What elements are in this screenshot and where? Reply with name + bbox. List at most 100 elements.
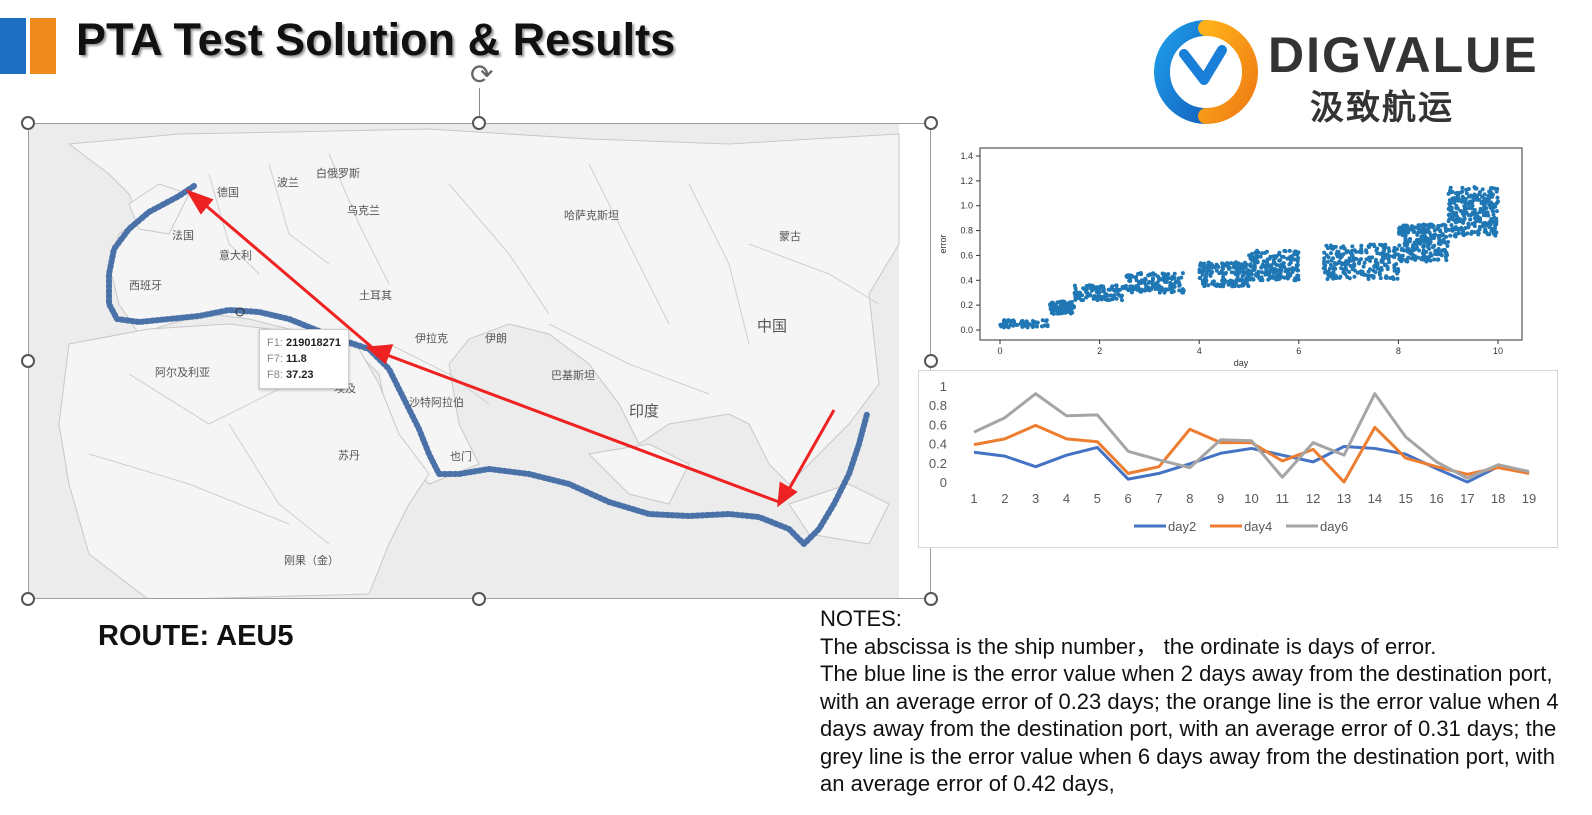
scatter-point xyxy=(1331,265,1336,270)
scatter-point xyxy=(1477,210,1482,215)
scatter-point xyxy=(1248,262,1253,267)
scatter-point xyxy=(1373,257,1378,262)
scatter-point xyxy=(1356,261,1361,266)
scatter-point xyxy=(1159,287,1164,292)
scatter-point xyxy=(1244,276,1249,281)
scatter-point xyxy=(1411,229,1416,234)
scatter-point xyxy=(1056,307,1061,312)
scatter-point xyxy=(1072,283,1077,288)
scatter-point xyxy=(1387,254,1392,259)
scatter-point xyxy=(1180,271,1185,276)
scatter-point xyxy=(1448,206,1453,211)
scatter-point xyxy=(1436,223,1441,228)
resize-handle-top-right[interactable] xyxy=(924,116,938,130)
scatter-point xyxy=(1463,204,1468,209)
line-x-tick: 1 xyxy=(970,491,977,506)
scatter-point xyxy=(1340,252,1345,257)
scatter-y-tick: 0.6 xyxy=(960,250,973,260)
scatter-point xyxy=(1253,255,1258,260)
resize-handle-left[interactable] xyxy=(21,354,35,368)
scatter-point xyxy=(1446,227,1451,232)
scatter-point xyxy=(1280,254,1285,259)
scatter-point xyxy=(1367,244,1372,249)
scatter-point xyxy=(1025,325,1030,330)
scatter-point xyxy=(1229,278,1234,283)
scatter-point xyxy=(1089,288,1094,293)
scatter-point xyxy=(1387,260,1392,265)
scatter-point xyxy=(1375,251,1380,256)
tooltip-row: F1: 219018271 xyxy=(267,337,342,349)
scatter-point xyxy=(1020,322,1025,327)
scatter-point xyxy=(1397,231,1402,236)
scatter-point xyxy=(1002,325,1007,330)
resize-handle-bottom[interactable] xyxy=(472,592,486,606)
scatter-point xyxy=(1245,281,1250,286)
scatter-point xyxy=(1394,262,1399,267)
scatter-point xyxy=(1409,248,1414,253)
scatter-point xyxy=(1234,280,1239,285)
line-x-tick: 19 xyxy=(1522,491,1536,506)
scatter-point xyxy=(1464,191,1469,196)
scatter-point xyxy=(1229,270,1234,275)
scatter-point xyxy=(1166,272,1171,277)
scatter-point xyxy=(1404,223,1409,228)
scatter-point xyxy=(1460,194,1465,199)
scatter-point xyxy=(1249,255,1254,260)
scatter-point xyxy=(1051,303,1056,308)
scatter-point xyxy=(1445,244,1450,249)
resize-handle-bottom-right[interactable] xyxy=(924,592,938,606)
scatter-point xyxy=(1436,241,1441,246)
resize-handle-top-left[interactable] xyxy=(21,116,35,130)
scatter-point xyxy=(1433,232,1438,237)
line-y-tick: 1 xyxy=(940,379,947,394)
scatter-point xyxy=(1278,271,1283,276)
scatter-point xyxy=(1227,265,1232,270)
scatter-x-tick: 10 xyxy=(1493,346,1503,356)
scatter-point xyxy=(1115,291,1120,296)
scatter-point xyxy=(1473,212,1478,217)
scatter-point xyxy=(1288,255,1293,260)
scatter-point xyxy=(1054,304,1059,309)
legend-label-day6: day6 xyxy=(1320,519,1348,534)
scatter-point xyxy=(1085,291,1090,296)
scatter-point xyxy=(1428,251,1433,256)
line-x-tick: 16 xyxy=(1429,491,1443,506)
scatter-point xyxy=(1217,271,1222,276)
scatter-point xyxy=(1257,276,1262,281)
scatter-point xyxy=(1490,186,1495,191)
route-map[interactable]: 德国 波兰 白俄罗斯 乌克兰 法国 意大利 西班牙 土耳其 哈萨克斯坦 蒙古 中国 伊拉克 伊朗 巴基斯坦… xyxy=(28,123,931,599)
scatter-point xyxy=(1450,210,1455,215)
scatter-point xyxy=(1138,271,1143,276)
route-line[interactable] xyxy=(106,183,870,547)
scatter-point xyxy=(1103,296,1108,301)
scatter-point xyxy=(1414,240,1419,245)
scatter-point xyxy=(1491,212,1496,217)
accent-bar-orange xyxy=(30,18,56,74)
resize-handle-top[interactable] xyxy=(472,116,486,130)
line-y-tick: 0.8 xyxy=(929,398,947,413)
scatter-point xyxy=(1422,243,1427,248)
scatter-point xyxy=(1116,288,1121,293)
scatter-point xyxy=(1386,257,1391,262)
scatter-point xyxy=(1112,293,1117,298)
scatter-point xyxy=(1084,295,1089,300)
scatter-point xyxy=(1027,322,1032,327)
rotate-handle-icon[interactable]: ⟳ xyxy=(470,59,494,90)
line-x-tick: 7 xyxy=(1155,491,1162,506)
scatter-point xyxy=(1097,286,1102,291)
scatter-point xyxy=(1179,275,1184,280)
scatter-point xyxy=(1207,261,1212,266)
scatter-point xyxy=(1267,276,1272,281)
resize-handle-right[interactable] xyxy=(924,354,938,368)
scatter-point xyxy=(1171,282,1176,287)
scatter-point xyxy=(1439,223,1444,228)
scatter-point xyxy=(1124,286,1129,291)
scatter-point xyxy=(1328,251,1333,256)
scatter-point xyxy=(1335,249,1340,254)
legend-label-day4: day4 xyxy=(1244,519,1272,534)
route-marker[interactable] xyxy=(235,307,245,317)
resize-handle-bottom-left[interactable] xyxy=(21,592,35,606)
scatter-point xyxy=(1458,190,1463,195)
scatter-point xyxy=(1350,244,1355,249)
scatter-point xyxy=(1392,249,1397,254)
